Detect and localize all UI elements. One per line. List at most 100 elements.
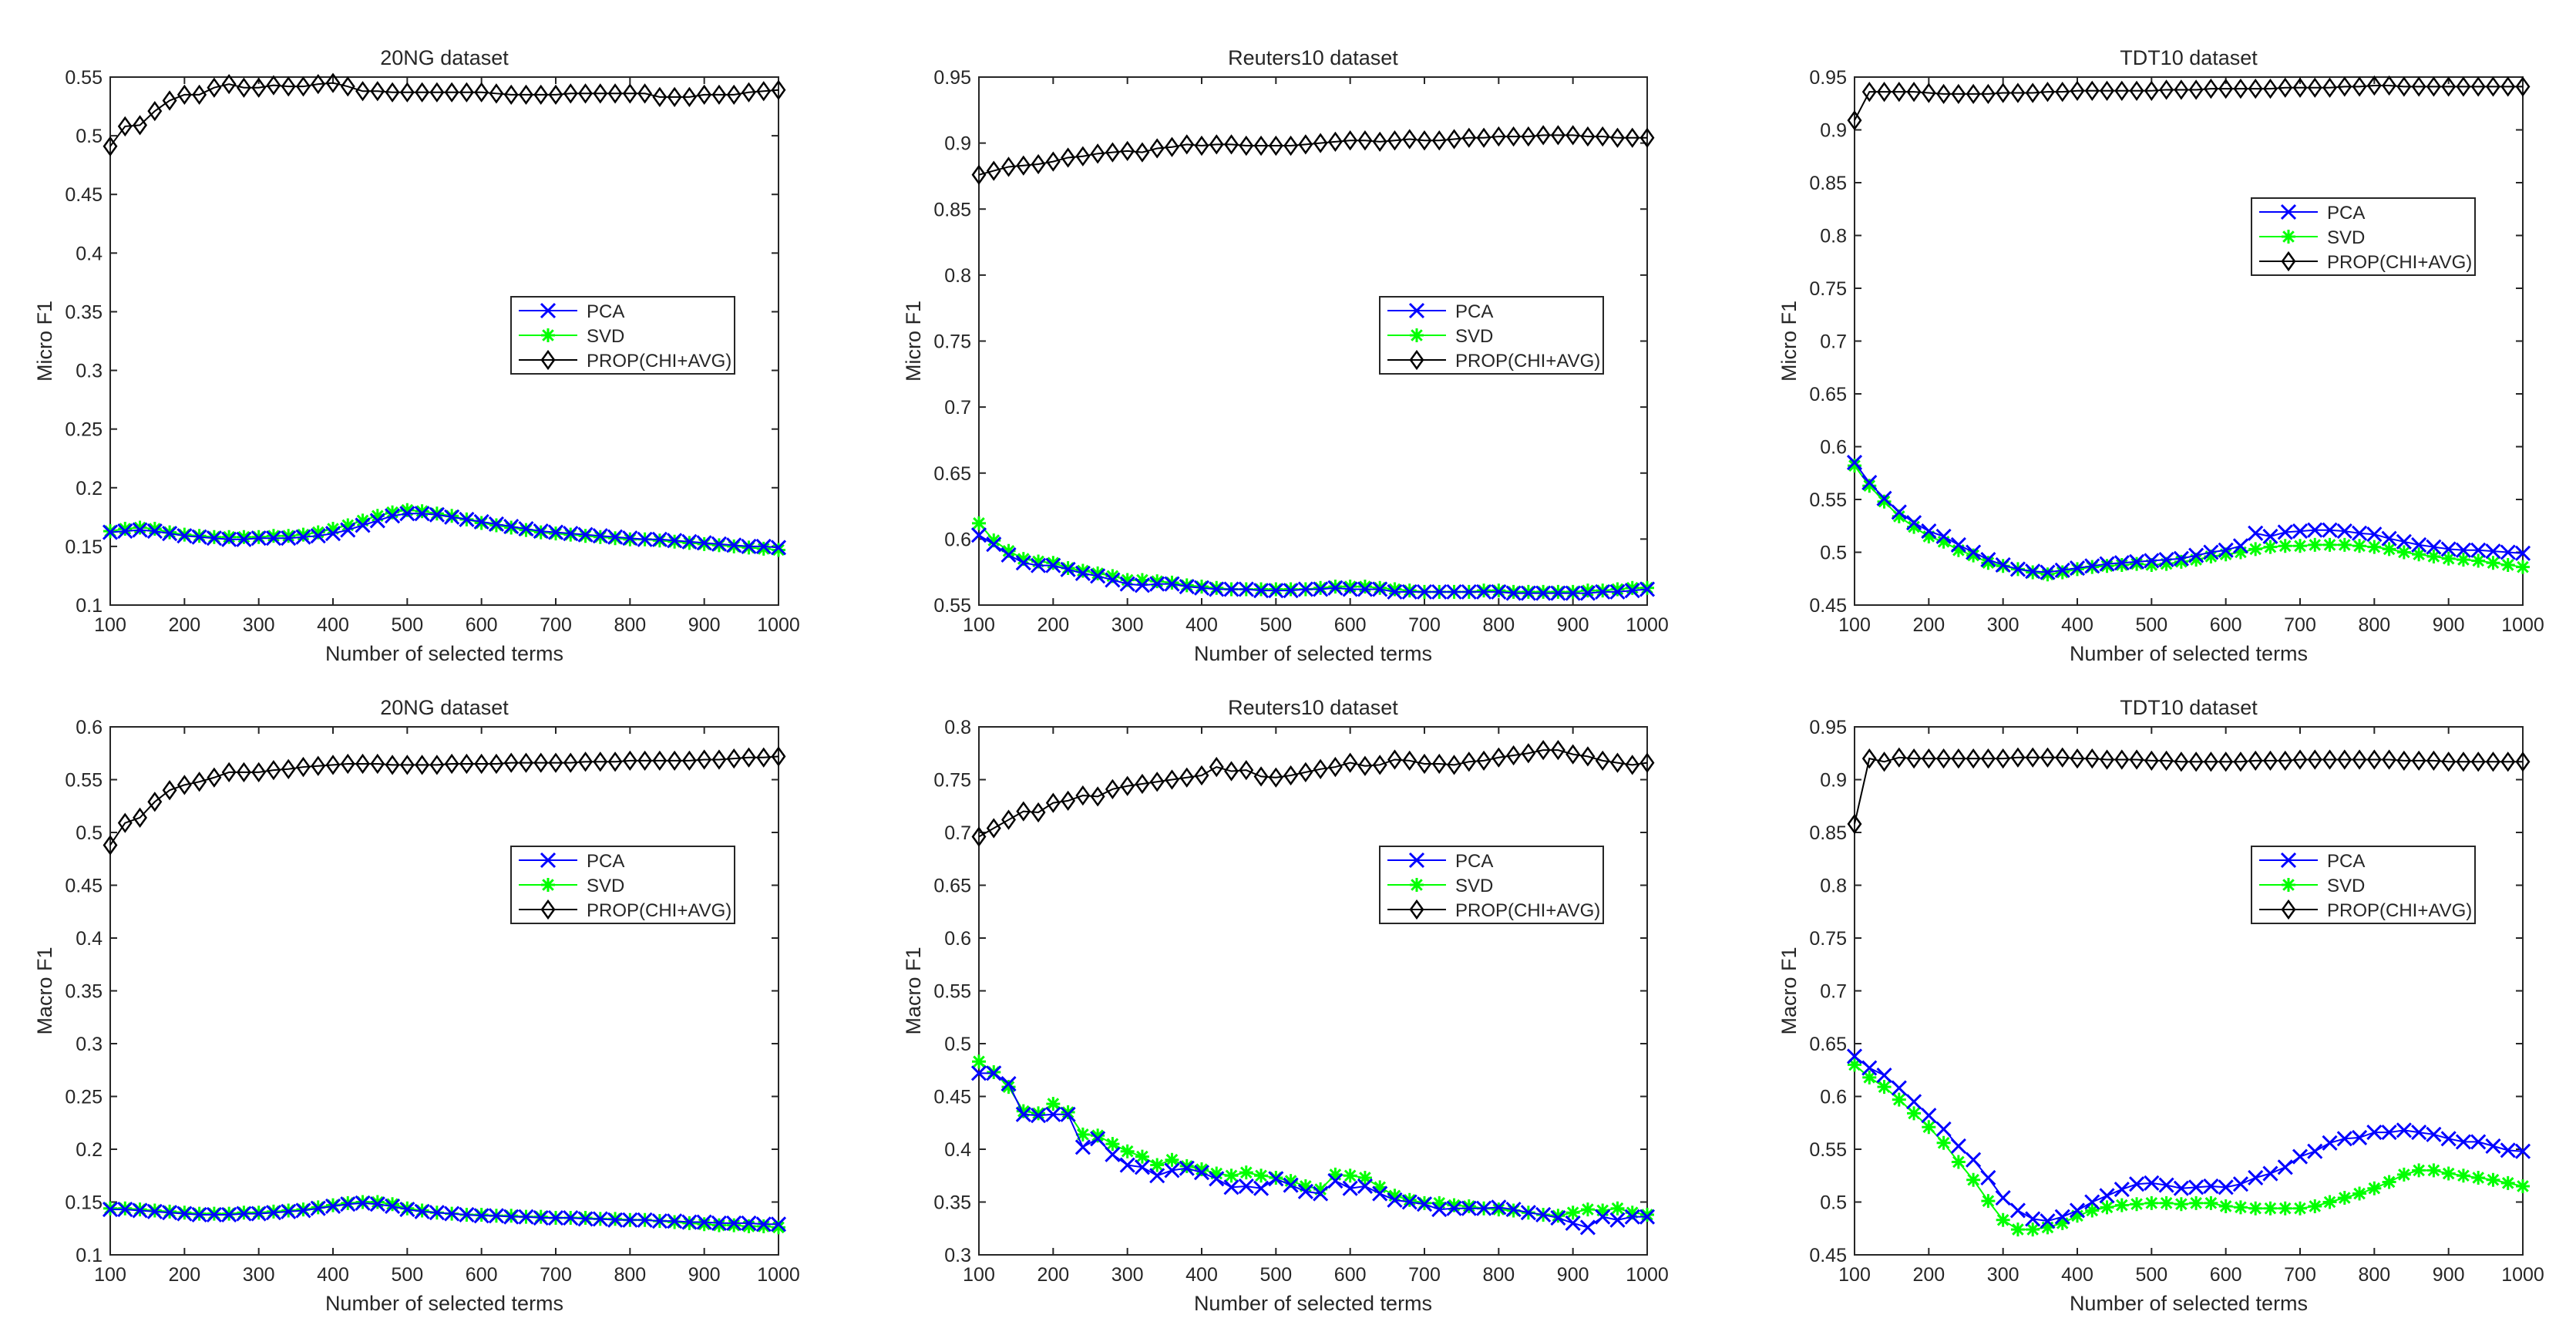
point-pca: [2069, 1202, 2086, 1219]
point-pca: [414, 506, 430, 522]
y-tick-label: 0.4: [76, 928, 103, 950]
legend-marker-prop: [1409, 899, 1424, 920]
point-pca: [577, 1211, 594, 1227]
point-pca: [741, 538, 757, 554]
legend-marker-svd: [2282, 230, 2295, 244]
point-svd: [1387, 582, 1402, 597]
point-prop: [726, 748, 742, 769]
point-prop: [325, 72, 341, 93]
point-prop: [192, 84, 207, 105]
x-tick-label: 200: [168, 614, 200, 636]
point-pca: [651, 531, 668, 547]
y-tick-label: 0.6: [944, 928, 971, 950]
point-prop: [1906, 748, 1922, 769]
point-prop: [1610, 127, 1625, 148]
point-pca: [667, 533, 683, 549]
legend: PCA SVD PROP(CHI+AVG): [1379, 846, 1604, 924]
point-svd: [2293, 539, 2307, 553]
point-pca: [2232, 1176, 2248, 1192]
point-prop: [1417, 753, 1432, 775]
point-prop: [117, 812, 133, 833]
point-svd: [2426, 549, 2441, 563]
x-tick-label: 300: [243, 614, 275, 636]
y-tick-label: 0.35: [65, 981, 103, 1003]
point-pca: [1491, 583, 1507, 600]
point-svd: [2500, 557, 2515, 572]
point-prop: [986, 818, 1001, 839]
point-prop: [2114, 80, 2130, 101]
point-prop: [415, 82, 430, 103]
point-pca: [1283, 583, 1299, 599]
point-prop: [2188, 79, 2204, 100]
point-svd: [1432, 1195, 1447, 1210]
point-svd: [2144, 557, 2159, 572]
point-prop: [1447, 129, 1461, 150]
point-svd: [1892, 509, 1906, 523]
point-prop: [2218, 78, 2234, 99]
point-pca: [1000, 546, 1017, 563]
point-svd: [2412, 547, 2426, 562]
point-pca: [429, 1205, 445, 1221]
point-pca: [2470, 542, 2487, 558]
point-pca: [206, 1206, 222, 1223]
point-pca: [2099, 556, 2115, 572]
chart-title: Reuters10 dataset: [1228, 46, 1398, 69]
point-pca: [696, 1214, 712, 1230]
point-pca: [2248, 1169, 2264, 1186]
point-svd: [1951, 543, 1966, 557]
y-tick-label: 0.2: [76, 478, 103, 499]
y-tick-label: 0.3: [76, 361, 103, 382]
point-prop: [2070, 80, 2085, 101]
legend-label-svd: SVD: [1455, 326, 1493, 347]
point-pca: [2262, 1165, 2278, 1182]
point-pca: [1031, 1108, 1047, 1124]
point-pca: [986, 536, 1002, 553]
point-pca: [2203, 544, 2219, 560]
point-pca: [2292, 1148, 2309, 1165]
legend-marker-prop: [540, 899, 556, 920]
point-prop: [1209, 756, 1224, 778]
x-tick-label: 900: [688, 1264, 721, 1286]
point-prop: [1120, 775, 1135, 796]
point-pca: [295, 529, 311, 545]
x-axis-label: Number of selected terms: [2070, 642, 2308, 665]
point-pca: [1950, 1138, 1966, 1154]
point-pca: [1342, 1180, 1358, 1196]
point-svd: [2174, 1197, 2188, 1212]
point-pca: [1950, 536, 1966, 553]
point-svd: [2263, 1201, 2278, 1216]
plot-area: [109, 726, 779, 1256]
point-prop: [1357, 755, 1373, 776]
point-pca: [1846, 1048, 1863, 1064]
point-svd: [1150, 1158, 1165, 1172]
point-pca: [236, 1206, 252, 1222]
point-pca: [2232, 538, 2248, 554]
point-svd: [756, 1219, 771, 1234]
point-svd: [1491, 1202, 1506, 1217]
legend-label-svd: SVD: [2327, 876, 2365, 896]
point-prop: [1357, 130, 1373, 151]
y-tick-label: 0.8: [944, 265, 971, 287]
point-prop: [726, 84, 742, 105]
point-pca: [340, 522, 356, 538]
point-pca: [2322, 522, 2338, 538]
y-tick-label: 0.6: [1820, 1087, 1847, 1108]
point-pca: [221, 531, 237, 547]
point-prop: [1239, 135, 1254, 156]
point-prop: [1001, 156, 1016, 177]
point-prop: [1149, 138, 1165, 159]
point-pca: [1609, 583, 1626, 600]
point-pca: [1372, 1185, 1388, 1202]
point-prop: [1387, 130, 1402, 151]
x-axis-label: Number of selected terms: [325, 1292, 563, 1315]
point-svd: [1091, 566, 1105, 580]
point-prop: [1298, 762, 1313, 783]
legend-label-pca: PCA: [587, 851, 624, 872]
point-pca: [696, 535, 712, 551]
point-pca: [473, 513, 489, 530]
point-svd: [1848, 1058, 1861, 1072]
point-svd: [1150, 574, 1165, 589]
point-prop: [1996, 82, 2011, 103]
point-prop: [429, 82, 445, 103]
y-tick-label: 0.15: [65, 536, 103, 558]
